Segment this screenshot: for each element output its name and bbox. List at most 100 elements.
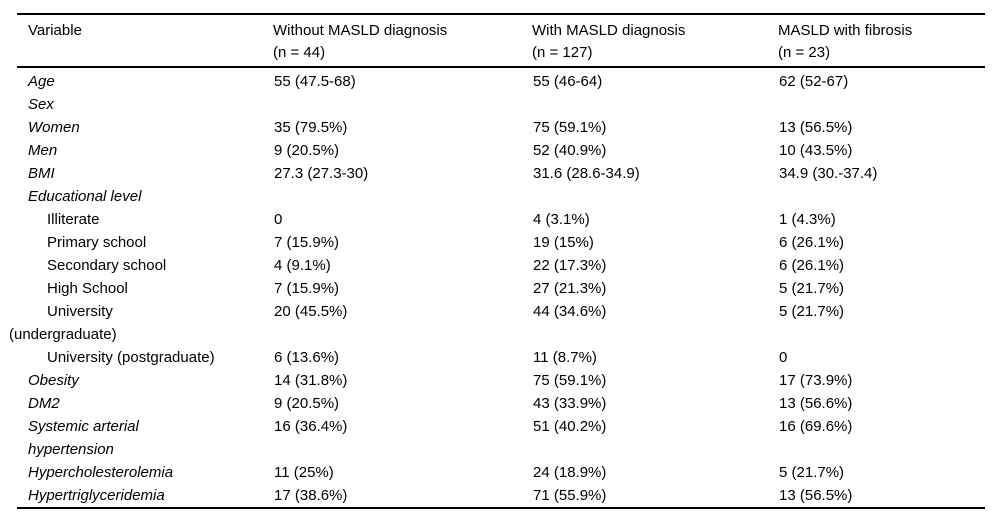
variable-label: Systemic arterial — [28, 418, 139, 435]
value-cell: 52 (40.9%) — [533, 142, 607, 159]
variable-cell: University (postgraduate) — [17, 346, 273, 369]
value-cell: 9 (20.5%) — [274, 395, 340, 412]
value-cell — [778, 185, 985, 208]
variable-cell: Obesity — [17, 369, 273, 392]
value-cell: 16 (36.4%) — [274, 418, 348, 435]
value-cell: 13 (56.6%) — [779, 395, 853, 412]
value-cell: 44 (34.6%) — [533, 303, 607, 320]
variable-cell: Men — [17, 139, 273, 162]
column-header-sub: (n = 23) — [778, 44, 831, 61]
table-row: Secondary school 4 (9.1%) 22 (17.3%) 6 (26.… — [17, 254, 985, 277]
column-header-with-masld: With MASLD diagnosis (n = 127) — [532, 14, 778, 67]
value-cell: 14 (31.8%) — [274, 372, 348, 389]
variable-label: Men — [28, 142, 58, 159]
value-cell: 11 (8.7%) — [533, 349, 597, 366]
variable-cell: DM2 — [17, 392, 273, 415]
value-cell: 1 (4.3%) — [779, 211, 836, 228]
value-cell: 20 (45.5%) — [274, 303, 348, 320]
variable-cell: Secondary school — [17, 254, 273, 277]
value-cell: 71 (55.9%) — [533, 487, 607, 504]
column-header-sub: (n = 44) — [273, 44, 326, 61]
value-cell: 5 (21.7%) — [779, 303, 845, 320]
variable-label: Sex — [28, 96, 54, 113]
variable-label: BMI — [28, 165, 55, 182]
variable-label: Illiterate — [47, 211, 100, 228]
value-cell: 55 (46-64) — [533, 73, 603, 90]
value-cell: 9 (20.5%) — [274, 142, 340, 159]
variable-cell: Educational level — [17, 185, 273, 208]
variable-label: University — [47, 303, 113, 320]
column-header-label: Without MASLD diagnosis — [273, 22, 448, 39]
value-cell: 27 (21.3%) — [533, 280, 607, 297]
variable-label: Educational level — [28, 188, 142, 205]
value-cell: 10 (43.5%) — [779, 142, 853, 159]
value-cell: 62 (52-67) — [779, 73, 849, 90]
value-cell: 17 (73.9%) — [779, 372, 853, 389]
column-header-without-masld: Without MASLD diagnosis (n = 44) — [273, 14, 532, 67]
value-cell: 75 (59.1%) — [533, 372, 607, 389]
table-row: Primary school 7 (15.9%) 19 (15%) 6 (26.1%) — [17, 231, 985, 254]
column-header-label: With MASLD diagnosis — [532, 22, 686, 39]
column-header-sub: (n = 127) — [532, 44, 593, 61]
table-row: High School 7 (15.9%) 27 (21.3%) 5 (21.7%) — [17, 277, 985, 300]
value-cell — [778, 93, 985, 116]
variable-cell: Systemic arterial hypertension — [17, 415, 273, 461]
value-cell: 5 (21.7%) — [779, 464, 845, 481]
value-cell: 13 (56.5%) — [779, 119, 853, 136]
value-cell: 35 (79.5%) — [274, 119, 348, 136]
column-header-label: Variable — [28, 22, 82, 39]
table-row: Educational level — [17, 185, 985, 208]
variable-cell: University (undergraduate) — [9, 300, 273, 346]
value-cell: 34.9 (30.-37.4) — [779, 165, 878, 182]
value-cell: 11 (25%) — [274, 464, 334, 481]
value-cell: 13 (56.5%) — [779, 487, 853, 504]
variable-label: Primary school — [47, 234, 147, 251]
value-cell: 0 — [779, 349, 788, 366]
variable-label: Obesity — [28, 372, 79, 389]
value-cell: 16 (69.6%) — [779, 418, 853, 435]
variable-cell: Sex — [17, 93, 273, 116]
value-cell — [273, 185, 532, 208]
value-cell: 7 (15.9%) — [274, 234, 340, 251]
variable-cell: Women — [17, 116, 273, 139]
value-cell: 17 (38.6%) — [274, 487, 348, 504]
table-row: Sex — [17, 93, 985, 116]
variable-label: Secondary school — [47, 257, 167, 274]
variable-label: Age — [28, 73, 55, 90]
value-cell: 55 (47.5-68) — [274, 73, 356, 90]
table-row: Systemic arterial hypertension 16 (36.4%) 5… — [17, 415, 985, 461]
value-cell — [532, 93, 778, 116]
variable-cell: Primary school — [17, 231, 273, 254]
variable-cell: Age — [17, 67, 273, 93]
table-row: Women 35 (79.5%) 75 (59.1%) 13 (56.5%) — [17, 116, 985, 139]
variable-cell: Hypercholesterolemia — [17, 461, 273, 484]
value-cell: 19 (15%) — [533, 234, 594, 251]
value-cell: 7 (15.9%) — [274, 280, 340, 297]
table-row: BMI 27.3 (27.3-30) 31.6 (28.6-34.9) 34.9 (3… — [17, 162, 985, 185]
table-row: University (postgraduate) 6 (13.6%) 11 (8.… — [17, 346, 985, 369]
column-header-label: MASLD with fibrosis — [778, 22, 913, 39]
variable-cell: Hypertriglyceridemia — [17, 484, 273, 508]
value-cell: 5 (21.7%) — [779, 280, 845, 297]
value-cell: 4 (3.1%) — [533, 211, 590, 228]
column-header-variable: Variable — [17, 14, 273, 67]
value-cell — [273, 93, 532, 116]
value-cell — [532, 185, 778, 208]
value-cell: 6 (26.1%) — [779, 257, 845, 274]
value-cell: 6 (13.6%) — [274, 349, 340, 366]
value-cell: 31.6 (28.6-34.9) — [533, 165, 640, 182]
variable-label: DM2 — [28, 395, 60, 412]
table-row: DM2 9 (20.5%) 43 (33.9%) 13 (56.6%) — [17, 392, 985, 415]
value-cell: 6 (26.1%) — [779, 234, 845, 251]
value-cell: 51 (40.2%) — [533, 418, 607, 435]
variable-label: Hypertriglyceridemia — [28, 487, 165, 504]
variable-cell: High School — [17, 277, 273, 300]
variable-cell: BMI — [17, 162, 273, 185]
value-cell: 75 (59.1%) — [533, 119, 607, 136]
table-row: Obesity 14 (31.8%) 75 (59.1%) 17 (73.9%) — [17, 369, 985, 392]
variable-label: Hypercholesterolemia — [28, 464, 174, 481]
variable-cell: Illiterate — [17, 208, 273, 231]
value-cell: 0 — [274, 211, 283, 228]
table-row: Hypercholesterolemia 11 (25%) 24 (18.9%) 5 … — [17, 461, 985, 484]
table-header-row: Variable Without MASLD diagnosis (n = 44… — [17, 14, 985, 67]
